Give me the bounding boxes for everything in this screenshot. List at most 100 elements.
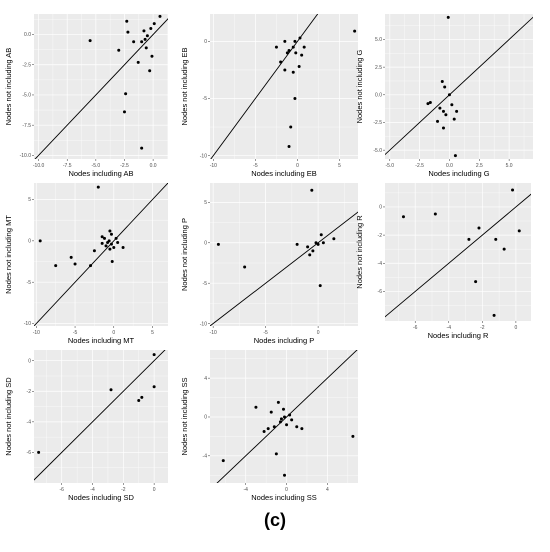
data-point [100, 241, 104, 245]
data-point [297, 65, 301, 69]
y-tick-label: -2.5 [22, 62, 31, 68]
panel-r: -6 -4 -2 0 -6 -4 -2 0 Nodes including R Nodes not… [355, 183, 531, 340]
data-point [124, 92, 128, 96]
data-point [38, 239, 42, 243]
data-point [142, 29, 146, 33]
data-point [281, 407, 285, 411]
y-axis-label: Nodes not including P [180, 218, 189, 291]
data-point [274, 452, 278, 456]
data-point [428, 101, 432, 105]
x-tick-label: -2 [480, 325, 485, 331]
y-tick-label: 0.0 [375, 93, 382, 99]
y-tick-label: -2 [27, 389, 32, 395]
x-tick-label: -2.5 [120, 163, 129, 169]
x-tick-label: 0 [153, 487, 156, 493]
data-point [293, 96, 297, 100]
data-point [140, 395, 144, 399]
data-point [89, 264, 93, 268]
x-tick-label: -10 [210, 330, 217, 336]
x-tick-label: -5 [73, 330, 78, 336]
data-point [283, 473, 287, 477]
data-point [150, 54, 154, 58]
data-point [314, 241, 318, 245]
data-point [293, 39, 297, 43]
y-tick-label: -5 [203, 281, 208, 287]
data-point [279, 60, 283, 64]
x-tick-label: 0 [112, 330, 115, 336]
data-point [291, 45, 295, 49]
y-tick-label: 0 [28, 358, 31, 364]
data-point [145, 34, 149, 38]
data-point [453, 154, 457, 158]
data-point [136, 60, 140, 64]
identity-line [210, 14, 319, 159]
data-point [438, 106, 442, 110]
y-axis-label: Nodes not including EB [180, 48, 189, 126]
data-point [107, 239, 111, 243]
data-point [319, 233, 323, 237]
data-point [291, 70, 295, 74]
data-point [37, 450, 41, 454]
data-point [110, 260, 114, 264]
x-axis-label: Nodes including MT [68, 336, 135, 345]
gridlines [34, 350, 168, 483]
gridlines [34, 14, 168, 159]
x-tick-label: -5 [253, 163, 258, 169]
data-point [104, 244, 108, 248]
data-layer [34, 350, 166, 481]
x-tick-label: 0 [296, 163, 299, 169]
y-tick-label: 5.0 [375, 37, 382, 43]
data-point [114, 236, 118, 240]
data-point [262, 430, 266, 434]
x-axis-label: Nodes including P [254, 336, 314, 345]
data-point [243, 265, 247, 269]
x-tick-label: 4 [326, 487, 329, 493]
data-point [109, 388, 113, 392]
x-axis-label: Nodes including AB [68, 169, 133, 178]
y-axis-label: Nodes not including MT [4, 215, 13, 294]
data-point [109, 232, 113, 236]
data-point [401, 215, 405, 219]
data-point [441, 126, 445, 130]
x-axis-label: Nodes including R [428, 331, 489, 340]
y-axis-label: Nodes not including SS [180, 378, 189, 456]
data-point [295, 242, 299, 246]
data-point [92, 249, 96, 253]
x-tick-label: 5 [151, 330, 154, 336]
x-axis-label: Nodes including SS [251, 493, 316, 502]
panel-g: -5.0 -2.5 0.0 2.5 5.0 -5.0 -2.5 0.0 2.5 5.0 Nodes … [355, 14, 533, 178]
data-point [272, 425, 276, 429]
data-point [274, 45, 278, 49]
data-point [152, 385, 156, 389]
x-tick-label: -10 [33, 330, 40, 336]
data-point [316, 242, 320, 246]
panel-mt: -10 -5 0 5 -10 -5 0 5 Nodes including MT Nodes no… [4, 183, 168, 345]
data-point [494, 237, 498, 241]
y-axis-label: Nodes not including R [355, 215, 364, 289]
x-tick-label: -5.0 [92, 163, 101, 169]
y-axis-label: Nodes not including SD [4, 377, 13, 456]
data-point [137, 398, 141, 402]
data-point [511, 188, 515, 192]
x-tick-label: 0.0 [150, 163, 157, 169]
identity-line [34, 350, 166, 481]
y-tick-label: -4 [27, 420, 32, 426]
panel-p: -10 -5 0 -10 -5 0 5 Nodes including P Nodes not … [180, 183, 358, 345]
plot-background [34, 350, 168, 483]
y-tick-label: 4 [204, 376, 207, 382]
gridlines [385, 183, 531, 321]
x-tick-label: -10.0 [33, 163, 45, 169]
data-point [69, 255, 73, 259]
data-point [477, 226, 481, 230]
panel-ab: -10.0 -7.5 -5.0 -2.5 0.0 -10.0 -7.5 -5.0 -2.5 0.0… [4, 14, 168, 178]
x-tick-label: 0 [285, 487, 288, 493]
data-point [517, 229, 521, 233]
data-point [254, 405, 258, 409]
data-point [109, 242, 113, 246]
y-tick-label: 5 [28, 197, 31, 203]
data-point [300, 427, 304, 431]
data-point [290, 418, 294, 422]
data-point [300, 53, 304, 57]
x-tick-label: -5.0 [385, 163, 394, 169]
